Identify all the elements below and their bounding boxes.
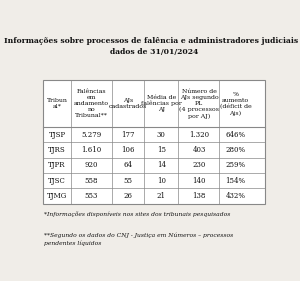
Text: %
aumento
(déficit de
Ajs): % aumento (déficit de Ajs) <box>220 92 251 115</box>
Text: 259%: 259% <box>226 161 246 169</box>
Text: 64: 64 <box>124 161 133 169</box>
Text: Número de
AJs segundo
PL
(4 processos
por AJ): Número de AJs segundo PL (4 processos po… <box>179 89 219 119</box>
Text: 230: 230 <box>192 161 206 169</box>
Text: Média de
falências por
AJ: Média de falências por AJ <box>141 95 182 112</box>
Text: 15: 15 <box>157 146 166 154</box>
Text: Falências
em
andamento
no
Tribunal**: Falências em andamento no Tribunal** <box>74 89 109 118</box>
Text: 1.610: 1.610 <box>81 146 102 154</box>
Text: 432%: 432% <box>226 192 245 200</box>
Text: 5.279: 5.279 <box>81 131 102 139</box>
Text: TJSP: TJSP <box>49 131 66 139</box>
Text: 558: 558 <box>85 177 98 185</box>
Text: 55: 55 <box>124 177 133 185</box>
Text: 646%: 646% <box>226 131 246 139</box>
Text: 106: 106 <box>121 146 135 154</box>
Text: 30: 30 <box>157 131 166 139</box>
Text: TJRS: TJRS <box>48 146 66 154</box>
Text: 403: 403 <box>192 146 206 154</box>
Text: Informações sobre processos de falência e administradores judiciais -: Informações sobre processos de falência … <box>4 37 300 45</box>
Text: TJSC: TJSC <box>48 177 66 185</box>
Text: 138: 138 <box>192 192 206 200</box>
Text: 21: 21 <box>157 192 166 200</box>
Text: *Informações disponíveis nos sites dos tribunais pesquisados: *Informações disponíveis nos sites dos t… <box>44 211 231 217</box>
Text: TJPR: TJPR <box>48 161 66 169</box>
Text: 26: 26 <box>124 192 133 200</box>
Text: **Segundo os dados do CNJ - Justiça em Números – processos
pendentes líquidos: **Segundo os dados do CNJ - Justiça em N… <box>44 233 234 246</box>
Text: TJMG: TJMG <box>47 192 67 200</box>
Text: 553: 553 <box>85 192 98 200</box>
Text: Tribun
al*: Tribun al* <box>47 98 68 109</box>
Text: 154%: 154% <box>226 177 246 185</box>
Text: AJs
cadastrados: AJs cadastrados <box>109 98 147 109</box>
Text: 14: 14 <box>157 161 166 169</box>
Text: 140: 140 <box>192 177 206 185</box>
Text: dados de 31/01/2024: dados de 31/01/2024 <box>110 48 198 56</box>
Text: 280%: 280% <box>226 146 246 154</box>
Text: 1.320: 1.320 <box>189 131 209 139</box>
Text: 920: 920 <box>85 161 98 169</box>
Text: 10: 10 <box>157 177 166 185</box>
Text: 177: 177 <box>121 131 135 139</box>
